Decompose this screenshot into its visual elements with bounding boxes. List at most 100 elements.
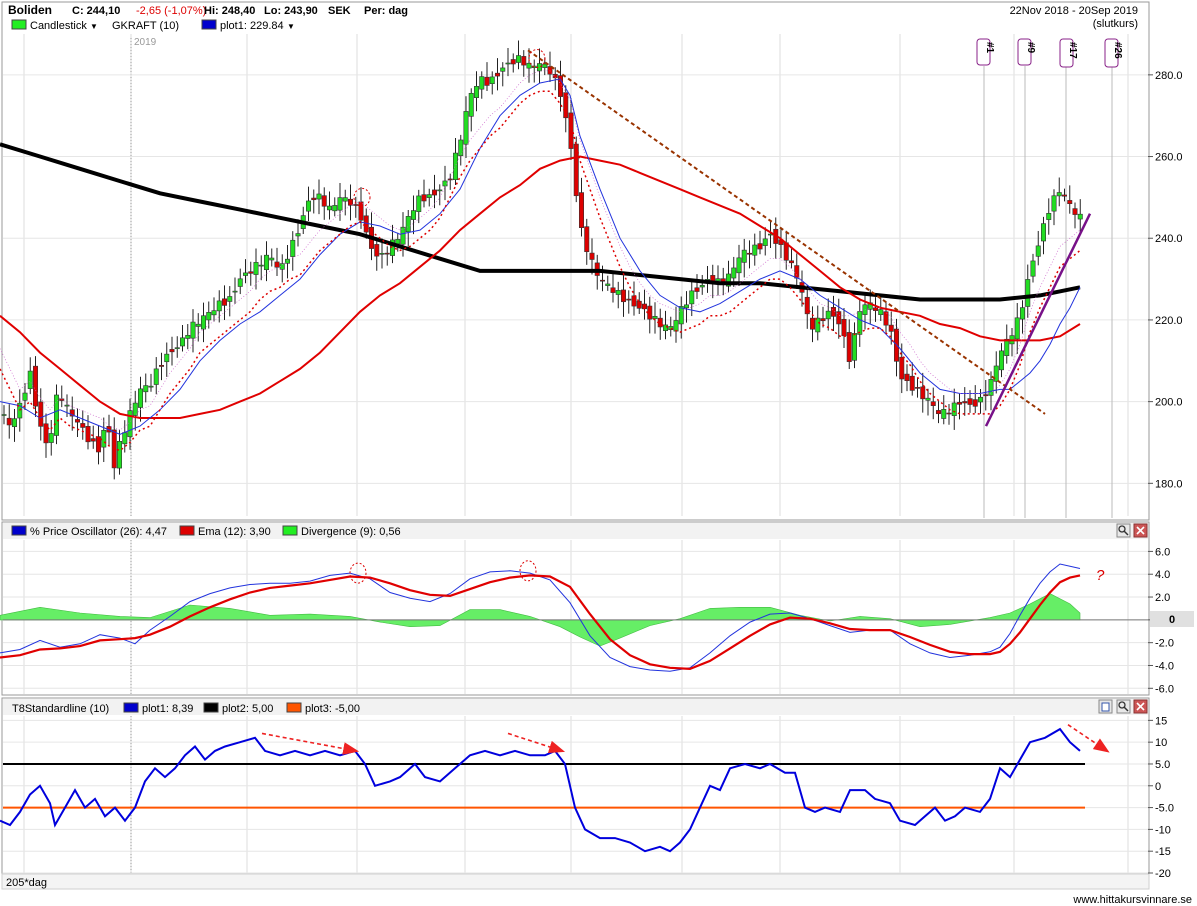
candle-up [1014, 317, 1020, 340]
event-marker-label: #26 [1112, 42, 1123, 59]
candle-down [96, 436, 102, 453]
trend-arrow [507, 732, 566, 754]
candle-up [1041, 223, 1047, 242]
legend-label-divergence[interactable]: Divergence (9): 0,56 [301, 526, 401, 538]
candle-down [573, 143, 579, 197]
event-marker-9[interactable]: #9 [1017, 38, 1036, 66]
oscillator-panel-frame [1, 521, 1150, 696]
candle-down [610, 287, 616, 293]
event-marker-label: #9 [1025, 42, 1036, 54]
candle-down [794, 265, 800, 279]
ma-line-black [0, 142, 1081, 302]
close-icon[interactable] [1133, 523, 1148, 538]
candle-down [930, 401, 936, 406]
candle-up [148, 385, 154, 388]
candle-up [489, 76, 495, 84]
candle-down [1067, 200, 1073, 204]
y-tick-label: 10 [1155, 737, 1167, 749]
date-range: 22Nov 2018 - 20Sep 2019 [1010, 5, 1138, 17]
candle-up [851, 333, 857, 361]
candle-up [762, 238, 768, 246]
legend-label-ema[interactable]: Ema (12): 3,90 [198, 526, 271, 538]
y-tick-label: -15 [1155, 846, 1171, 858]
candle-down [248, 271, 254, 274]
price-panel-frame [1, 1, 1150, 521]
properties-icon[interactable] [1098, 699, 1113, 714]
candle-up [195, 323, 201, 327]
event-marker-17[interactable]: #17 [1059, 38, 1078, 68]
candle-down [159, 364, 165, 367]
candle-down [552, 73, 558, 79]
candle-up [463, 111, 469, 145]
candle-up [263, 254, 269, 271]
legend-label-gkraft[interactable]: GKRAFT (10) [112, 20, 179, 32]
y-tick-label: -2.0 [1155, 638, 1174, 650]
candle-down [75, 419, 81, 423]
candle-up [993, 365, 999, 382]
legend-label-osc[interactable]: % Price Oscillator (26): 4,47 [30, 526, 167, 538]
candle-up [878, 309, 884, 315]
legend-label-plot1-std[interactable]: plot1: 8,39 [142, 703, 193, 715]
candle-down [872, 307, 878, 311]
candle-up [216, 300, 222, 312]
legend-label-t8[interactable]: T8Standardline (10) [12, 703, 109, 715]
y-tick-label: 220.0 [1155, 315, 1183, 327]
candle-up [400, 226, 406, 245]
y-tick-label: 0 [1155, 781, 1161, 793]
candle-down [920, 386, 926, 400]
candle-down [222, 298, 228, 306]
highlight-circle [349, 562, 367, 584]
candle-down [32, 365, 38, 407]
legend-plot1[interactable]: plot1: 229.84 ▼ [201, 19, 295, 32]
candle-up [237, 278, 243, 287]
candle-down [568, 112, 574, 149]
legend-swatch-osc [11, 525, 27, 536]
candle-up [190, 321, 196, 339]
candle-up [1077, 213, 1083, 220]
candle-up [206, 312, 212, 321]
candle-down [431, 189, 437, 196]
candle-up [1004, 338, 1010, 356]
candle-up [741, 249, 747, 263]
candle-up [1030, 260, 1036, 277]
y-tick-label: 5.0 [1155, 759, 1170, 771]
candle-up [736, 257, 742, 274]
candle-down [510, 59, 516, 65]
candle-down [899, 356, 905, 380]
legend-candlestick[interactable]: Candlestick ▼ [11, 19, 98, 32]
event-marker-26[interactable]: #26 [1104, 38, 1123, 68]
candle-up [652, 316, 658, 319]
candle-down [620, 289, 626, 303]
y-tick-label: 2.0 [1155, 592, 1170, 604]
candle-down [447, 178, 453, 181]
legend-swatch-plot1 [201, 19, 217, 30]
candle-up [715, 278, 721, 282]
magnifier-icon[interactable] [1116, 523, 1131, 538]
candle-up [232, 290, 238, 293]
legend-label-plot3[interactable]: plot3: -5,00 [305, 703, 360, 715]
y-tick-label: 15 [1155, 715, 1167, 727]
candle-up [542, 63, 548, 68]
legend-label-plot1: plot1: 229.84 [220, 20, 284, 32]
candle-down [809, 317, 815, 330]
chevron-down-icon[interactable]: ▼ [90, 22, 98, 31]
standardline-plot [0, 724, 1110, 853]
event-marker-1[interactable]: #1 [976, 38, 995, 66]
candle-up [132, 402, 138, 416]
candle-down [578, 192, 584, 228]
candle-up [977, 396, 983, 403]
candle-up [227, 296, 233, 302]
candle-up [1046, 213, 1052, 220]
trend-arrow [1067, 724, 1110, 753]
candle-up [295, 233, 301, 237]
chevron-down-icon[interactable]: ▼ [287, 22, 295, 31]
currency-label: SEK [328, 5, 351, 17]
candle-up [284, 258, 290, 264]
legend-label-plot2[interactable]: plot2: 5,00 [222, 703, 273, 715]
magnifier-icon[interactable] [1116, 699, 1131, 714]
candle-up [405, 216, 411, 233]
candle-up [48, 433, 54, 443]
candle-down [909, 375, 915, 391]
close-icon[interactable] [1133, 699, 1148, 714]
y-tick-label: -6.0 [1155, 683, 1174, 695]
